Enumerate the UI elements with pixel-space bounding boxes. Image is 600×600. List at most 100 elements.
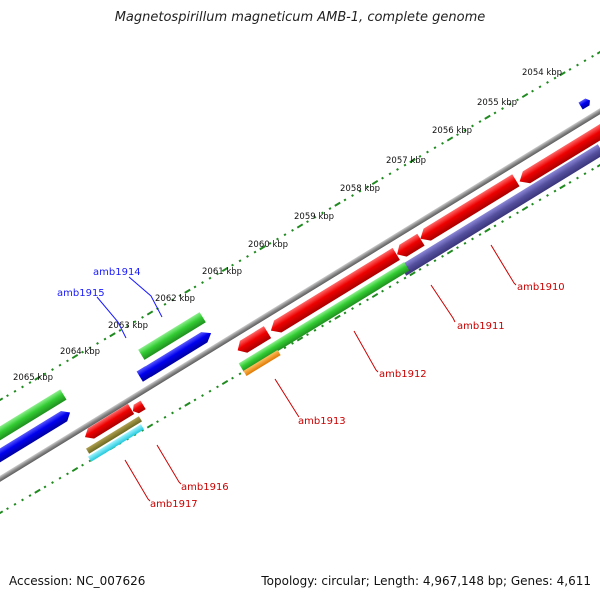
minor-tick	[201, 281, 204, 284]
gene-amb1913-arrow[interactable]	[234, 326, 272, 356]
major-tick	[109, 332, 116, 338]
minor-tick	[433, 259, 437, 263]
feature-bar-cyan[interactable]	[88, 424, 144, 462]
leader-amb1912	[353, 330, 379, 373]
minor-tick	[246, 255, 249, 258]
minor-tick	[426, 150, 429, 154]
gene-amb1915-arrow[interactable]	[144, 328, 214, 377]
outer-scale-ticks	[0, 50, 600, 402]
feature-bar-orange[interactable]	[243, 349, 281, 377]
minor-tick	[381, 289, 384, 293]
minor-tick	[358, 189, 362, 193]
minor-tick	[96, 342, 99, 345]
minor-tick	[126, 324, 129, 328]
minor-tick	[463, 241, 467, 245]
minor-tick	[163, 415, 167, 419]
minor-tick	[388, 285, 392, 289]
gene-label[interactable]: amb1914	[93, 267, 141, 278]
major-tick	[559, 71, 566, 77]
minor-tick	[58, 476, 62, 480]
minor-tick	[426, 263, 429, 267]
minor-tick	[576, 63, 579, 67]
gene-labels: amb1914 amb1915 amb1910 amb1911 amb1912 …	[57, 267, 565, 510]
gene-label[interactable]: amb1911	[457, 321, 505, 332]
minor-tick	[441, 254, 444, 258]
gene-label[interactable]: amb1912	[379, 369, 427, 380]
minor-tick	[306, 220, 309, 224]
minor-tick	[156, 420, 159, 424]
minor-tick	[501, 107, 504, 110]
gene-left-blue-arrow[interactable]	[0, 407, 73, 466]
minor-tick	[43, 372, 47, 376]
minor-tick	[66, 359, 69, 363]
major-tick	[334, 314, 341, 320]
major-tick	[446, 136, 454, 142]
gene-label[interactable]: amb1913	[298, 416, 346, 427]
kbp-label: 2063 kbp	[108, 321, 148, 331]
minor-tick	[216, 385, 219, 389]
minor-tick	[591, 54, 594, 58]
major-tick	[446, 249, 454, 255]
major-tick	[596, 163, 600, 168]
minor-tick	[471, 124, 474, 128]
minor-tick	[276, 237, 279, 241]
gene-label[interactable]: amb1917	[150, 499, 198, 510]
minor-tick	[163, 302, 167, 306]
gene-label[interactable]: amb1916	[181, 482, 229, 493]
minor-tick	[28, 494, 32, 498]
major-tick	[371, 179, 379, 186]
gene-amb1911-arrow[interactable]	[417, 174, 520, 244]
minor-tick	[283, 346, 287, 350]
minor-tick	[478, 233, 482, 237]
minor-tick	[328, 320, 332, 324]
minor-tick	[591, 167, 594, 171]
minor-tick	[283, 233, 287, 237]
inner-scale-ticks	[0, 163, 600, 515]
map-title: Magnetospirillum magneticum AMB-1, compl…	[114, 10, 486, 25]
feature-bar-olive[interactable]	[86, 416, 142, 454]
backbone	[0, 83, 600, 507]
minor-tick	[103, 337, 107, 341]
minor-tick	[201, 394, 204, 397]
minor-tick	[396, 281, 399, 284]
gene-amb1912-arrow[interactable]	[267, 247, 400, 337]
minor-tick	[193, 398, 197, 402]
gene-amb1915b-arrow[interactable]	[136, 364, 155, 382]
minor-tick	[508, 102, 512, 106]
minor-tick	[231, 263, 234, 267]
leader-amb1917	[124, 459, 151, 502]
minor-tick	[208, 276, 212, 280]
minor-tick	[366, 298, 369, 302]
minor-tick	[456, 133, 459, 137]
minor-tick	[81, 463, 84, 467]
minor-tick	[388, 172, 392, 176]
gene-amb1917-arrow[interactable]	[130, 400, 146, 416]
major-tick	[146, 423, 154, 429]
gene-amb1916-arrow[interactable]	[82, 403, 135, 442]
minor-tick	[51, 368, 54, 371]
minor-tick	[418, 267, 422, 271]
minor-tick	[538, 85, 542, 89]
gene-amb1914-arrow[interactable]	[138, 312, 206, 360]
gene-left-green-bar[interactable]	[0, 389, 67, 447]
gene-amb1911b-arrow[interactable]	[393, 233, 425, 261]
minor-tick	[178, 294, 182, 298]
minor-tick	[381, 176, 384, 180]
gene-label[interactable]: amb1910	[517, 282, 565, 293]
minor-tick	[6, 394, 9, 398]
gene-amb1910-arrow[interactable]	[516, 120, 600, 188]
feature-bar-green-long[interactable]	[238, 262, 410, 372]
minor-tick	[351, 194, 354, 197]
major-tick	[484, 227, 491, 233]
minor-tick	[231, 376, 234, 380]
minor-tick	[51, 481, 54, 484]
minor-tick	[403, 163, 407, 167]
minor-tick	[508, 215, 512, 219]
major-tick	[371, 292, 379, 299]
minor-tick	[43, 485, 47, 489]
gene-top-blue-arrow[interactable]	[578, 97, 592, 110]
major-tick	[34, 488, 41, 494]
feature-bar-purple[interactable]	[399, 144, 600, 276]
gene-label[interactable]: amb1915	[57, 288, 105, 299]
